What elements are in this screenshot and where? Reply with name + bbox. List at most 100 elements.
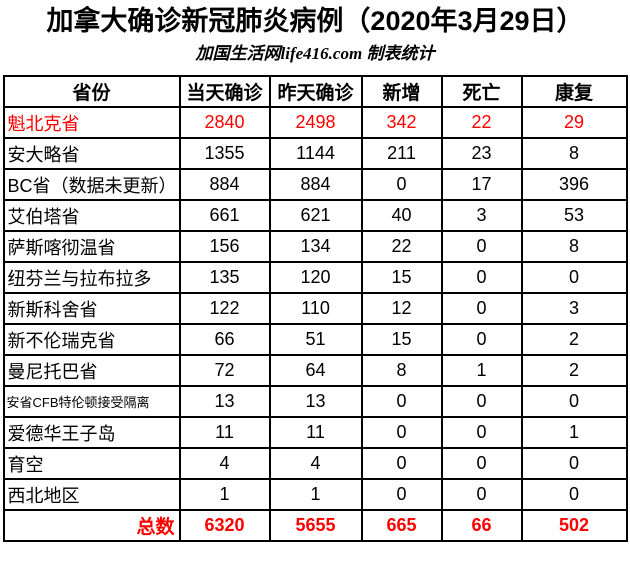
table-row: 安大略省 1355 1144 211 23 8 [2,137,628,170]
cell-value: 0 [440,447,523,480]
cell-value: 135 [178,261,271,294]
cell-total-value: 502 [520,509,628,542]
cell-province-name: 育空 [2,447,181,480]
cell-value: 22 [440,106,523,139]
table-row: 新不伦瑞克省 66 51 15 0 2 [2,323,628,356]
cell-province-name: 艾伯塔省 [2,199,181,232]
cell-total-value: 665 [360,509,443,542]
column-header: 当天确诊 [178,75,271,108]
cell-value: 3 [520,292,628,325]
cell-value: 0 [520,385,628,418]
column-header: 新增 [360,75,443,108]
cell-value: 1 [520,416,628,449]
cell-value: 1 [178,478,271,511]
cell-province-name: 爱德华王子岛 [2,416,181,449]
cell-province-name: 安大略省 [2,137,181,170]
cell-value: 11 [178,416,271,449]
cell-value: 1 [440,354,523,387]
cell-value: 0 [440,261,523,294]
cell-value: 4 [178,447,271,480]
cell-value: 0 [360,416,443,449]
cell-value: 2 [520,354,628,387]
cell-province-name: 新不伦瑞克省 [2,323,181,356]
cell-value: 15 [360,261,443,294]
cell-value: 4 [268,447,363,480]
cell-total-value: 6320 [178,509,271,542]
cell-value: 156 [178,230,271,263]
cell-value: 2498 [268,106,363,139]
table-body: 魁北克省 2840 2498 342 22 29 安大略省 1355 1144 211 23 8 BC省… [2,106,628,542]
page-subtitle: 加国生活网life416.com 制表统计 [195,44,435,63]
table-row: 艾伯塔省 661 621 40 3 53 [2,199,628,232]
table-row: 魁北克省 2840 2498 342 22 29 [2,106,628,139]
cell-value: 0 [440,416,523,449]
cell-value: 0 [440,478,523,511]
cell-value: 0 [440,385,523,418]
cell-value: 120 [268,261,363,294]
cell-province-name: 萨斯喀彻温省 [2,230,181,263]
table-row: 育空 4 4 0 0 0 [2,447,628,480]
table-row: 爱德华王子岛 11 11 0 0 1 [2,416,628,449]
cell-value: 0 [440,292,523,325]
cell-value: 29 [520,106,628,139]
cell-value: 0 [440,230,523,263]
cell-province-name: 安省CFB特伦顿接受隔离 [2,385,181,418]
cell-value: 12 [360,292,443,325]
cell-province-name: 魁北克省 [2,106,181,139]
cell-total-value: 5655 [268,509,363,542]
cell-province-name: 新斯科舍省 [2,292,181,325]
page-title: 加拿大确诊新冠肺炎病例（2020年3月29日） [46,6,584,36]
cell-value: 0 [360,168,443,201]
cell-province-name: 西北地区 [2,478,181,511]
cell-value: 1355 [178,137,271,170]
page: { "header": { "title": "加拿大确诊新冠肺炎病例（2020… [0,4,630,569]
cell-value: 53 [520,199,628,232]
cell-value: 51 [268,323,363,356]
covid-cases-table: 省份 当天确诊 昨天确诊 新增 死亡 康复 魁北克省 2840 2498 342 22 29 安大略省… [2,75,628,542]
cell-value: 0 [360,447,443,480]
table-row: 曼尼托巴省 72 64 8 1 2 [2,354,628,387]
cell-value: 211 [360,137,443,170]
cell-value: 40 [360,199,443,232]
cell-value: 22 [360,230,443,263]
cell-value: 134 [268,230,363,263]
cell-value: 13 [268,385,363,418]
cell-total-label: 总数 [2,509,181,542]
cell-value: 661 [178,199,271,232]
column-header: 死亡 [440,75,523,108]
column-header-province: 省份 [2,75,181,108]
table-header-row: 省份 当天确诊 昨天确诊 新增 死亡 康复 [2,75,628,108]
cell-value: 2840 [178,106,271,139]
cell-value: 0 [520,478,628,511]
table-row: BC省（数据未更新） 884 884 0 17 396 [2,168,628,201]
cell-value: 0 [360,385,443,418]
column-header: 昨天确诊 [268,75,363,108]
cell-value: 2 [520,323,628,356]
cell-value: 122 [178,292,271,325]
cell-value: 17 [440,168,523,201]
table-row: 西北地区 1 1 0 0 0 [2,478,628,511]
cell-total-value: 66 [440,509,523,542]
cell-value: 110 [268,292,363,325]
cell-value: 66 [178,323,271,356]
cell-value: 72 [178,354,271,387]
cell-value: 0 [520,447,628,480]
cell-province-name: BC省（数据未更新） [2,168,181,201]
cell-value: 0 [520,261,628,294]
table-row: 纽芬兰与拉布拉多 135 120 15 0 0 [2,261,628,294]
cell-value: 1144 [268,137,363,170]
cell-province-name: 纽芬兰与拉布拉多 [2,261,181,294]
table-row: 安省CFB特伦顿接受隔离 13 13 0 0 0 [2,385,628,418]
cell-value: 11 [268,416,363,449]
cell-value: 8 [520,230,628,263]
cell-value: 13 [178,385,271,418]
cell-value: 1 [268,478,363,511]
cell-value: 8 [360,354,443,387]
cell-value: 884 [178,168,271,201]
cell-province-name: 曼尼托巴省 [2,354,181,387]
cell-value: 15 [360,323,443,356]
cell-value: 64 [268,354,363,387]
cell-value: 396 [520,168,628,201]
cell-value: 884 [268,168,363,201]
cell-value: 621 [268,199,363,232]
